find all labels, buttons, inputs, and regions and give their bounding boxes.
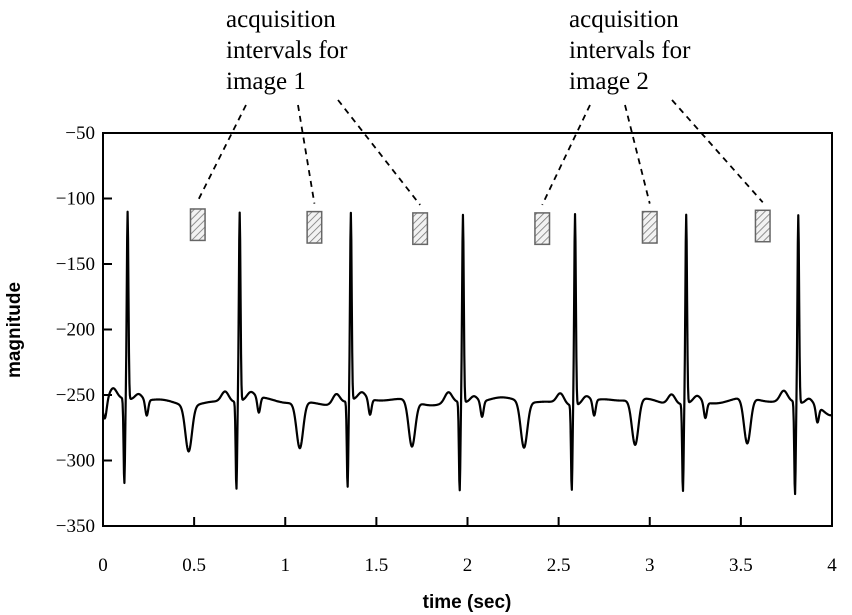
x-tick-label: 0.5 <box>182 555 206 576</box>
leader-line <box>337 99 421 206</box>
y-tick-label: −150 <box>56 254 95 275</box>
annotation-2-line-1: acquisition <box>569 6 679 33</box>
annotation-1-line-3: image 1 <box>226 68 306 95</box>
y-tick-label: −250 <box>56 385 95 406</box>
leader-line <box>196 104 247 202</box>
x-tick-label: 3.5 <box>729 555 753 576</box>
x-tick-label: 3 <box>645 555 655 576</box>
acquisition-windows <box>189 208 771 246</box>
annotation-2-line-2: intervals for <box>569 37 691 64</box>
x-tick-label: 0 <box>98 555 108 576</box>
y-axis-title: magnitude <box>4 282 25 378</box>
y-tick-label: −100 <box>56 189 95 210</box>
x-tick-label: 1 <box>281 555 291 576</box>
x-axis-title: time (sec) <box>423 592 512 613</box>
annotation-1-line-1: acquisition <box>226 6 336 33</box>
annotation-image-2: acquisition intervals for image 2 <box>569 6 691 95</box>
acquisition-window <box>641 210 658 244</box>
y-tick-label: −50 <box>65 123 95 144</box>
acquisition-window <box>189 208 206 242</box>
ecg-signal-line <box>101 210 833 496</box>
acquisition-window <box>754 209 771 243</box>
y-axis: −50 −100 −150 −200 −250 −300 −350 <box>56 123 112 537</box>
plot-frame <box>102 132 833 527</box>
leader-line <box>671 99 764 203</box>
acquisition-window <box>412 212 429 246</box>
x-tick-label: 2.5 <box>547 555 571 576</box>
annotation-image-1: acquisition intervals for image 1 <box>226 6 348 95</box>
x-tick-label: 2 <box>463 555 473 576</box>
leader-line <box>541 104 591 206</box>
acquisition-window <box>534 212 551 246</box>
y-tick-label: −300 <box>56 451 95 472</box>
y-tick-label: −350 <box>56 516 95 537</box>
acquisition-window <box>306 210 323 244</box>
leader-line <box>624 104 651 204</box>
annotation-leader-lines <box>196 99 764 206</box>
x-axis: 0 0.5 1 1.5 2 2.5 3 3.5 4 <box>98 517 837 576</box>
annotation-2-line-3: image 2 <box>569 68 649 95</box>
leader-line <box>297 104 316 204</box>
y-tick-label: −200 <box>56 320 95 341</box>
x-tick-label: 1.5 <box>365 555 389 576</box>
annotation-1-line-2: intervals for <box>226 37 348 64</box>
x-tick-label: 4 <box>827 555 837 576</box>
plot-area <box>102 132 833 527</box>
